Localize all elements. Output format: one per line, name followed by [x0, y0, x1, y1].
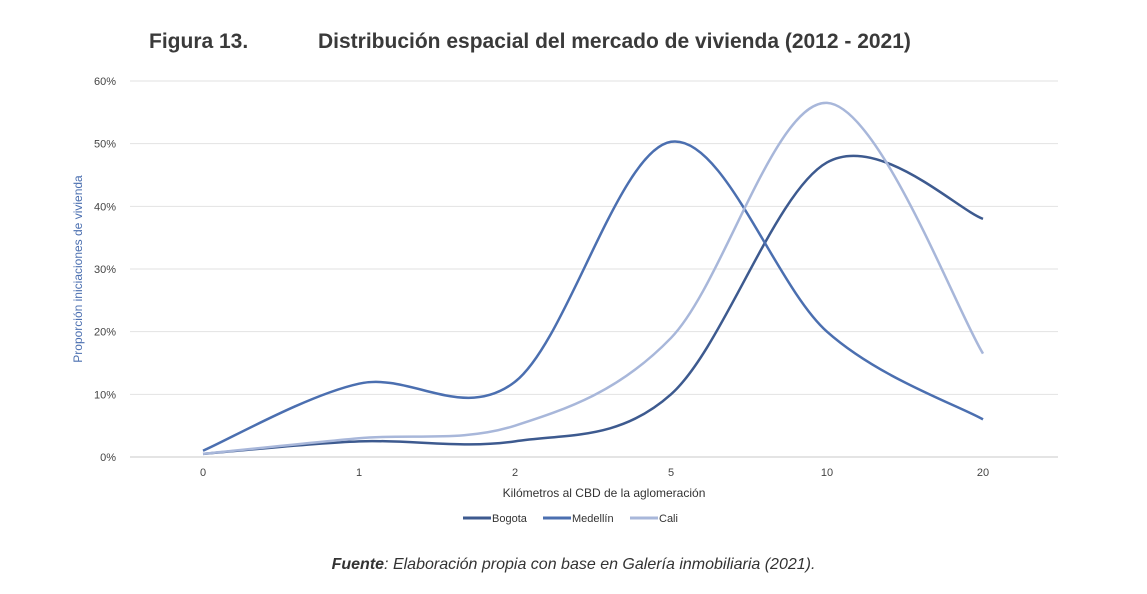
source-note: Fuente: Elaboración propia con base en G… [0, 556, 1147, 574]
chart: 0% 10% 20% 30% 40% 50% 60% 0 1 2 5 10 20 Kilómetros a… [71, 76, 1058, 525]
x-tick-label: 1 [356, 467, 362, 479]
source-prefix: Fuente [331, 556, 385, 573]
figure-label: Figura 13. [149, 30, 249, 53]
x-axis-label: Kilómetros al CBD de la aglomeración [503, 486, 706, 500]
y-axis-label: Proporción iniciaciones de vivienda [71, 175, 85, 363]
y-tick-label: 10% [94, 389, 116, 401]
series-line-medellín [202, 140, 984, 452]
figure-title: Figura 13. Distribución espacial del mer… [0, 30, 1147, 60]
x-tick-label: 5 [668, 467, 674, 479]
x-tick-label: 0 [200, 467, 206, 479]
chart-title: Distribución espacial del mercado de viv… [318, 30, 911, 53]
series-line-bogota [202, 154, 984, 456]
x-tick-label: 10 [821, 467, 833, 479]
x-tick-label: 20 [977, 467, 989, 479]
source-text: : Elaboración propia con base en Galería… [384, 556, 816, 573]
legend-label: Medellín [572, 513, 614, 525]
y-tick-label: 40% [94, 201, 116, 213]
x-tick-label: 2 [512, 467, 518, 479]
legend-label: Cali [659, 513, 678, 525]
y-tick-label: 60% [94, 76, 116, 88]
y-tick-label: 0% [100, 452, 116, 464]
y-tick-label: 50% [94, 139, 116, 151]
legend-label: Bogota [492, 513, 528, 525]
y-tick-label: 20% [94, 327, 116, 339]
y-tick-label: 30% [94, 264, 116, 276]
series-line-cali [202, 101, 985, 456]
